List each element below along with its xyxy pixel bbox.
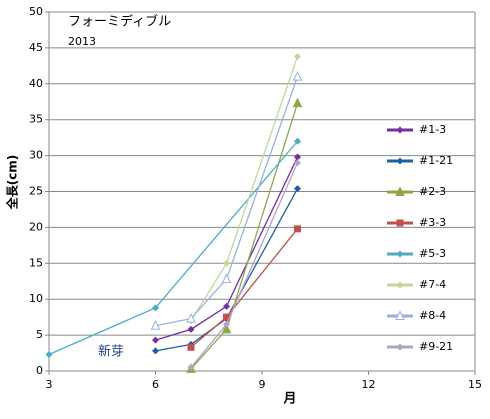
legend-label: #3-3 xyxy=(419,216,446,229)
series-line xyxy=(190,162,299,368)
marker xyxy=(294,185,301,193)
marker xyxy=(223,313,230,321)
y-tick-label: 0 xyxy=(36,364,43,377)
chart-title: フォーミディブル xyxy=(68,14,171,30)
series-line xyxy=(190,102,299,370)
y-tick-label: 25 xyxy=(29,185,43,198)
legend-label: #2-3 xyxy=(419,185,446,198)
legend-marker xyxy=(396,219,404,227)
y-tick-label: 20 xyxy=(29,220,43,233)
legend-marker xyxy=(395,186,405,196)
series-line xyxy=(190,56,299,322)
legend-label: #1-21 xyxy=(419,154,453,167)
marker xyxy=(294,53,301,61)
legend-label: #9-21 xyxy=(419,340,453,353)
legend-marker xyxy=(396,281,404,289)
marker xyxy=(223,259,230,267)
legend-marker xyxy=(396,157,404,165)
y-tick-label: 45 xyxy=(29,41,43,54)
x-tick-label: 3 xyxy=(46,378,53,391)
marker xyxy=(152,347,159,355)
marker xyxy=(45,350,53,358)
legend-label: #8-4 xyxy=(419,309,446,322)
marker xyxy=(187,363,195,371)
marker xyxy=(223,302,230,310)
y-tick-label: 30 xyxy=(29,149,43,162)
marker xyxy=(294,225,301,233)
marker xyxy=(187,325,195,333)
marker xyxy=(294,159,301,167)
x-axis-label: 月 xyxy=(282,392,296,407)
annotation: 新芽 xyxy=(98,344,124,360)
y-tick-label: 35 xyxy=(29,113,43,126)
marker xyxy=(152,336,159,344)
y-tick-label: 5 xyxy=(36,328,43,341)
legend-marker xyxy=(396,343,404,351)
x-tick-label: 12 xyxy=(362,378,376,391)
marker xyxy=(292,71,303,81)
marker xyxy=(150,320,161,330)
marker xyxy=(187,343,195,351)
marker xyxy=(221,323,232,334)
legend-marker xyxy=(395,310,405,320)
legend-label: #7-4 xyxy=(419,278,446,291)
series-line xyxy=(155,156,299,341)
marker xyxy=(294,153,301,161)
marker xyxy=(223,320,230,328)
legend-marker xyxy=(396,126,404,134)
series-line xyxy=(155,76,299,327)
marker xyxy=(221,273,232,284)
y-tick-label: 50 xyxy=(29,5,43,18)
legend-label: #1-3 xyxy=(419,123,446,136)
y-tick-label: 10 xyxy=(29,292,43,305)
x-tick-label: 9 xyxy=(259,378,266,391)
chart-subtitle: 2013 xyxy=(68,35,96,48)
marker xyxy=(292,97,303,108)
legend-label: #5-3 xyxy=(419,247,446,260)
x-tick-label: 15 xyxy=(468,378,482,391)
y-tick-label: 40 xyxy=(29,77,43,90)
x-tick-label: 6 xyxy=(152,378,159,391)
y-axis-label: 全長(cm) xyxy=(5,155,20,211)
legend-marker xyxy=(396,250,404,258)
marker xyxy=(294,137,301,145)
marker xyxy=(152,304,159,312)
y-tick-label: 15 xyxy=(29,256,43,269)
marker xyxy=(186,312,196,323)
